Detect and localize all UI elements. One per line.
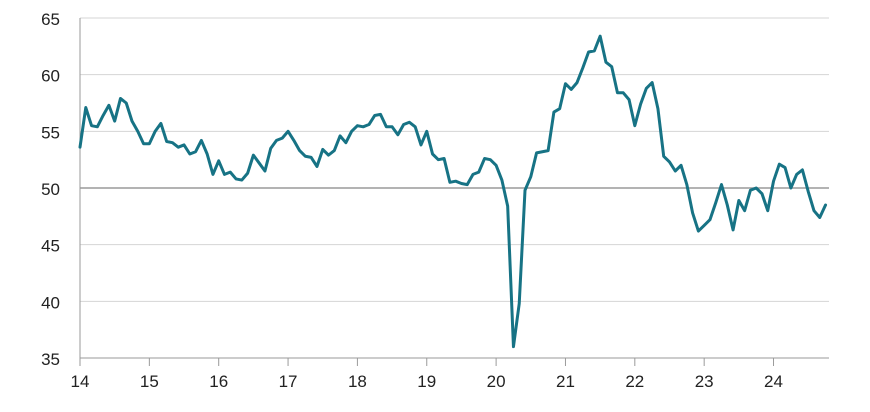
x-tick-label-19: 19 [417, 372, 436, 391]
y-axis-tick-labels: 35 40 45 50 55 60 65 [41, 10, 60, 369]
x-axis-tick-labels: 14 15 16 17 18 19 20 21 22 23 24 [71, 372, 783, 391]
x-tick-label-14: 14 [71, 372, 90, 391]
y-tick-label-60: 60 [41, 67, 60, 86]
y-tick-label-55: 55 [41, 123, 60, 142]
x-tick-label-22: 22 [625, 372, 644, 391]
y-tick-label-40: 40 [41, 293, 60, 312]
x-axis [79, 357, 829, 366]
x-tick-label-20: 20 [487, 372, 506, 391]
gridlines [79, 17, 829, 359]
x-tick-label-17: 17 [279, 372, 298, 391]
x-tick-label-21: 21 [556, 372, 575, 391]
x-tick-label-16: 16 [209, 372, 228, 391]
series-group [78, 34, 828, 349]
x-tick-label-24: 24 [764, 372, 783, 391]
y-tick-label-45: 45 [41, 237, 60, 256]
x-tick-label-15: 15 [140, 372, 159, 391]
y-tick-label-35: 35 [41, 350, 60, 369]
x-tick-label-23: 23 [695, 372, 714, 391]
y-tick-label-50: 50 [41, 180, 60, 199]
y-tick-label-65: 65 [41, 10, 60, 29]
x-tick-label-18: 18 [348, 372, 367, 391]
series-line-index [78, 34, 828, 349]
